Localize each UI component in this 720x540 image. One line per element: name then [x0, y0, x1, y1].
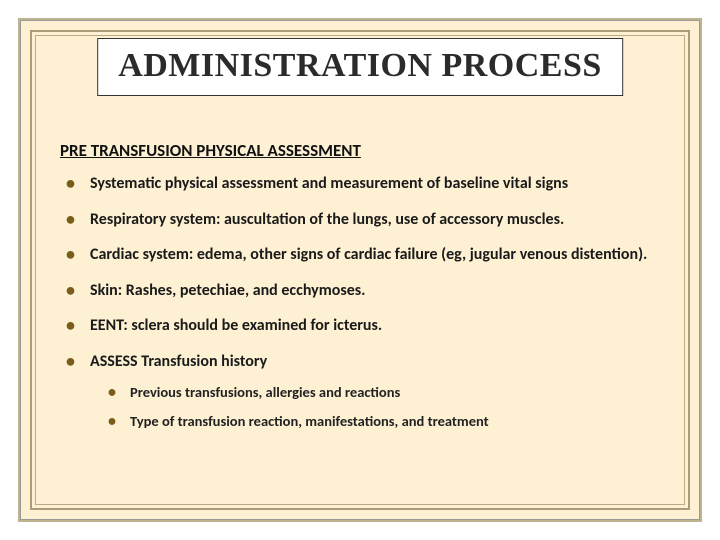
subheading: PRE TRANSFUSION PHYSICAL ASSESSMENT [60, 140, 660, 161]
list-item: EENT: sclera should be examined for icte… [66, 315, 660, 337]
sub-list-item: Type of transfusion reaction, manifestat… [108, 412, 660, 432]
list-item: Systematic physical assessment and measu… [66, 173, 660, 195]
list-item: ASSESS Transfusion history Previous tran… [66, 351, 660, 432]
list-item-text: ASSESS Transfusion history [90, 352, 267, 371]
list-item: Cardiac system: edema, other signs of ca… [66, 244, 660, 266]
slide-title: ADMINISTRATION PROCESS [118, 47, 602, 85]
list-item: Respiratory system: auscultation of the … [66, 209, 660, 231]
main-bullet-list: Systematic physical assessment and measu… [60, 173, 660, 432]
list-item: Skin: Rashes, petechiae, and ecchymoses. [66, 280, 660, 302]
sub-list-item: Previous transfusions, allergies and rea… [108, 383, 660, 403]
sub-bullet-list: Previous transfusions, allergies and rea… [90, 383, 660, 432]
title-box: ADMINISTRATION PROCESS [97, 38, 623, 96]
content-area: PRE TRANSFUSION PHYSICAL ASSESSMENT Syst… [60, 140, 660, 446]
